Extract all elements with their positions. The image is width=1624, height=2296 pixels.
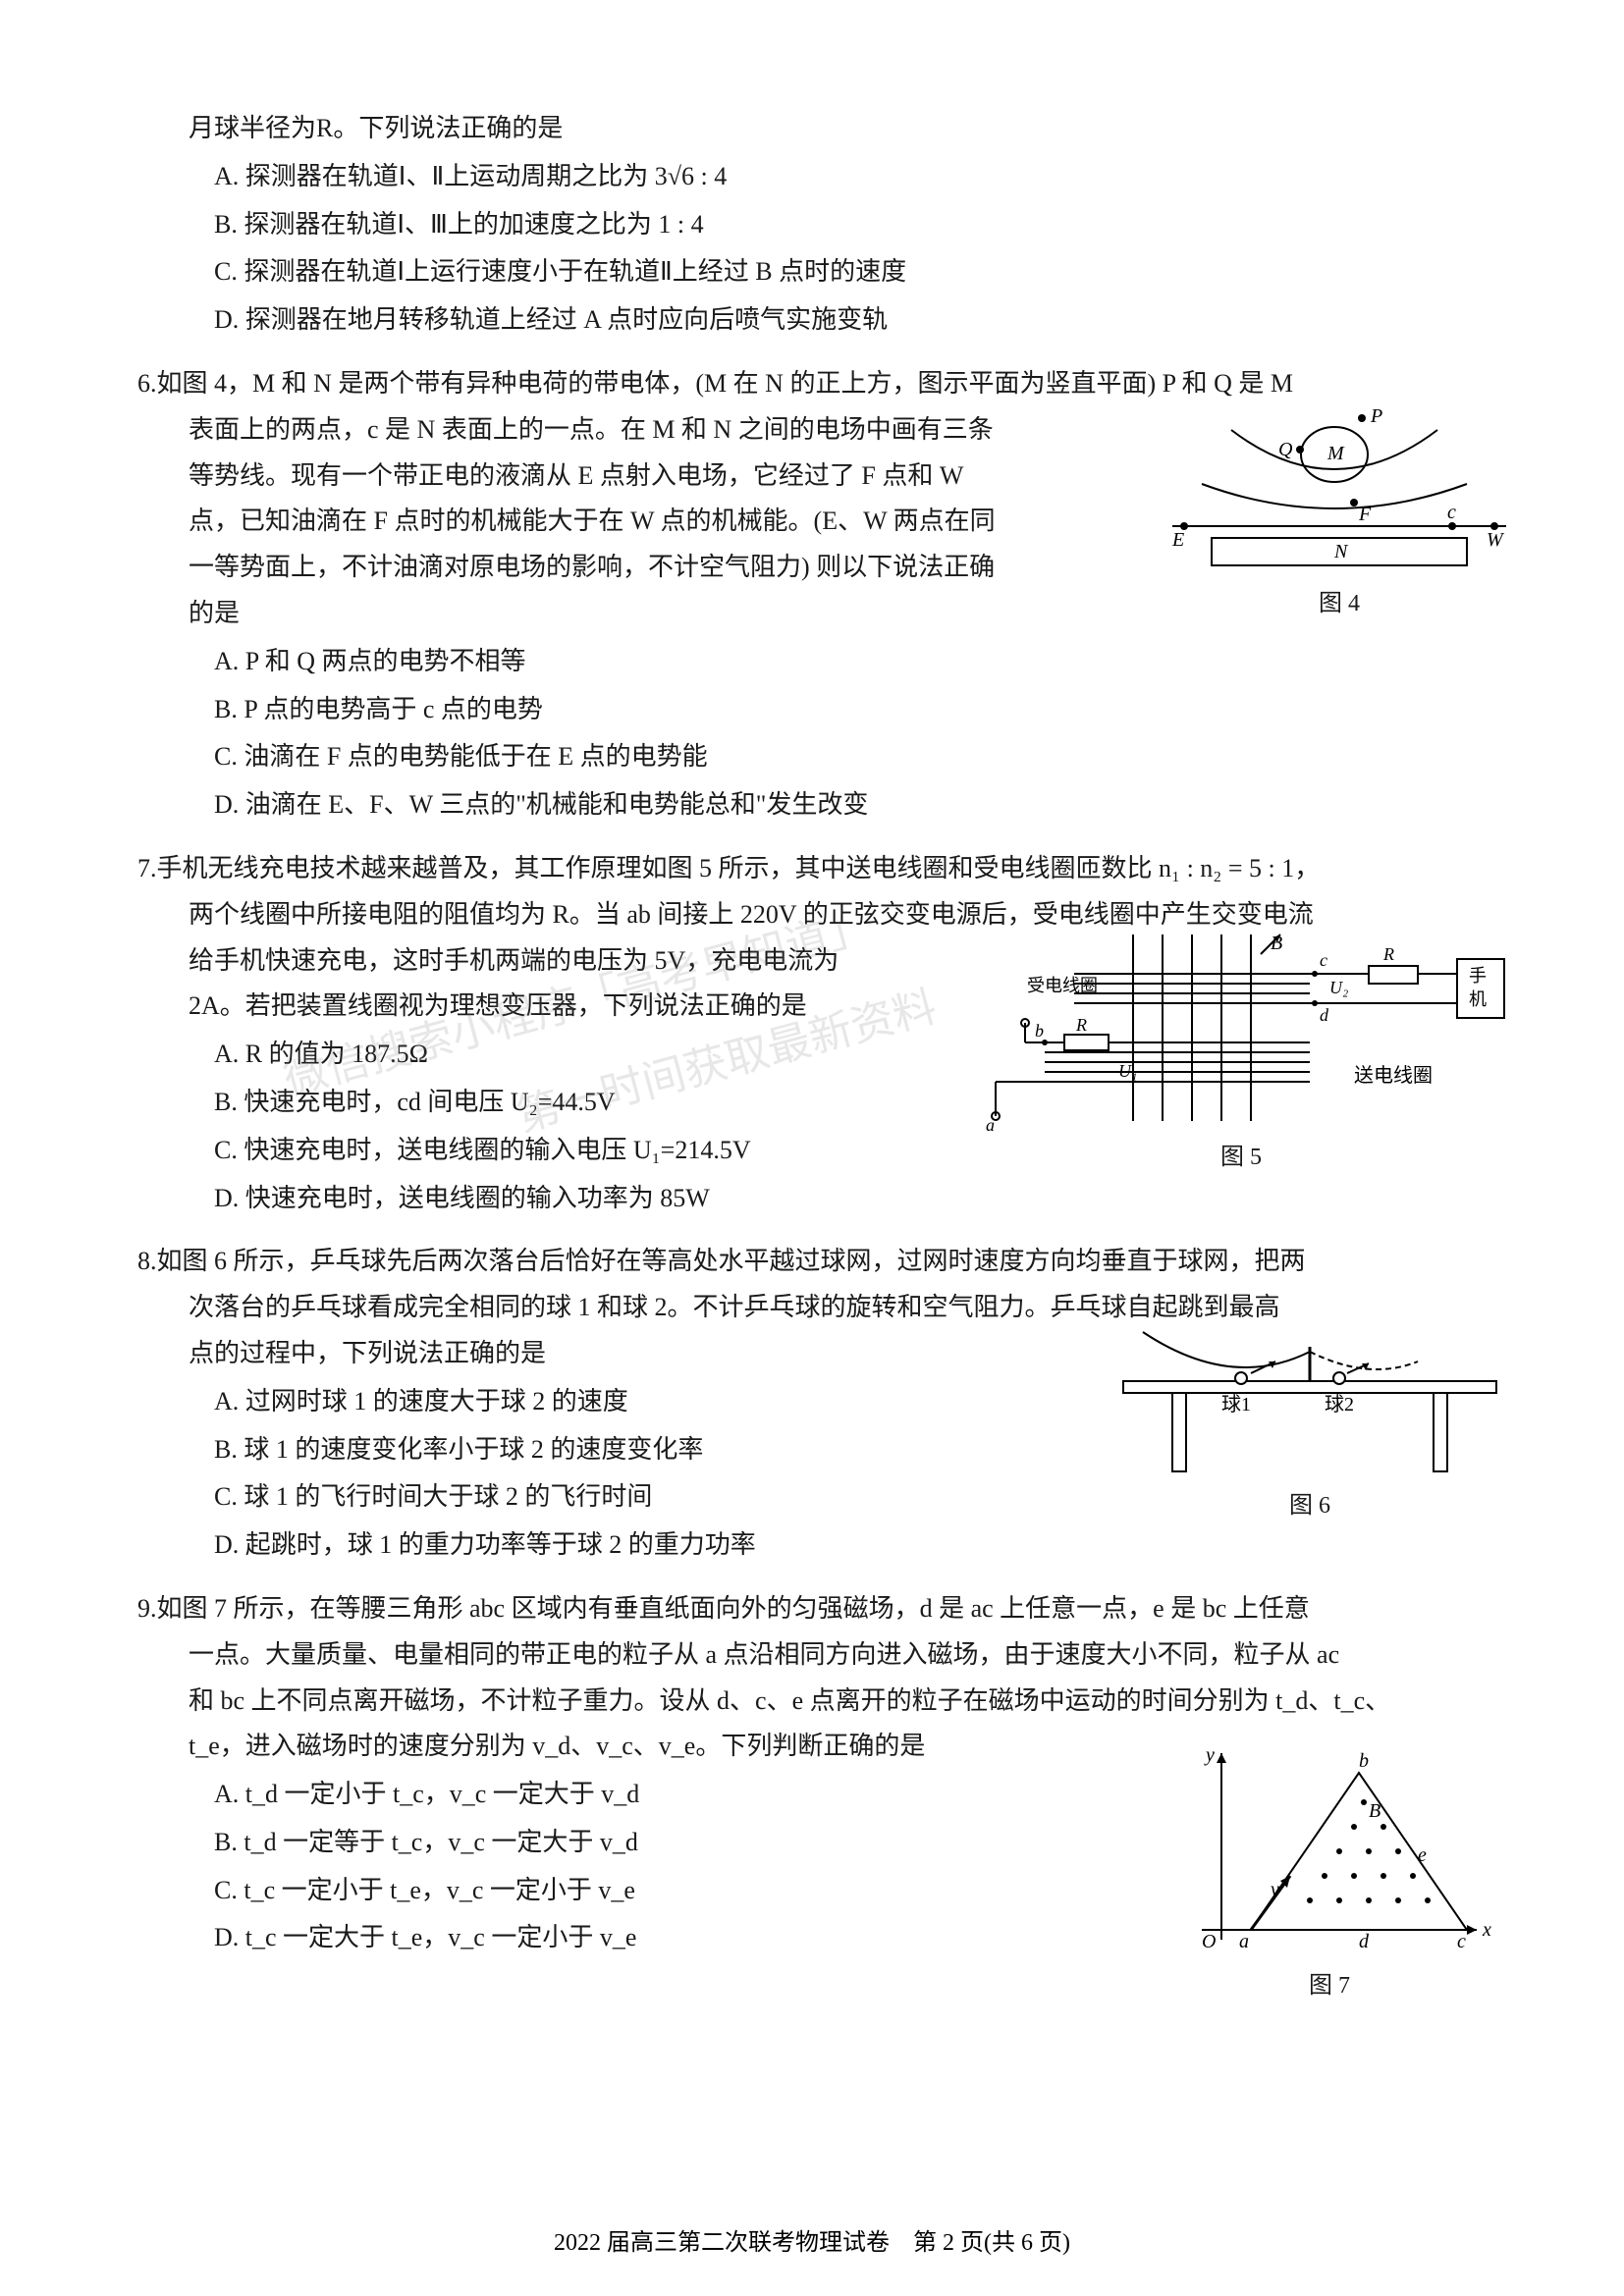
q9-opt-d: D. t_c 一定大于 t_e，v_c 一定小于 v_e <box>214 1915 1100 1961</box>
q7-opt-c: C. 快速充电时，送电线圈的输入电压 U₁=214.5V <box>214 1128 884 1174</box>
q8-line3: 点的过程中，下列说法正确的是 <box>137 1331 1100 1377</box>
svg-text:球1: 球1 <box>1221 1393 1251 1415</box>
svg-text:U₂: U₂ <box>1329 978 1348 997</box>
q6-line5: 一等势面上，不计油滴对原电场的影响，不计空气阻力) 则以下说法正确 <box>137 545 1100 591</box>
q7-line3: 给手机快速充电，这时手机两端的电压为 5V，充电电流为 <box>137 938 884 985</box>
svg-text:球2: 球2 <box>1325 1393 1354 1415</box>
svg-text:y: y <box>1204 1744 1215 1766</box>
q6-line2: 表面上的两点，c 是 N 表面上的一点。在 M 和 N 之间的电场中画有三条 <box>137 407 1100 454</box>
q9-line1: 9.如图 7 所示，在等腰三角形 abc 区域内有垂直纸面向外的匀强磁场，d 是… <box>137 1586 1496 1632</box>
fig7-label: 图 7 <box>1163 1965 1496 2007</box>
svg-text:a: a <box>1239 1931 1249 1952</box>
svg-text:手: 手 <box>1469 966 1487 986</box>
svg-text:Q: Q <box>1278 439 1293 460</box>
svg-text:W: W <box>1487 529 1505 551</box>
svg-text:P: P <box>1370 405 1382 427</box>
svg-text:送电线圈: 送电线圈 <box>1354 1064 1433 1087</box>
svg-text:M: M <box>1326 443 1345 464</box>
figure-4: P Q M F E c W N 图 4 <box>1163 400 1516 625</box>
page-content: 月球半径为R。下列说法正确的是 A. 探测器在轨道Ⅰ、Ⅱ上运动周期之比为 3√6… <box>137 106 1496 1961</box>
fig4-label: 图 4 <box>1163 583 1516 625</box>
q8-line1: 8.如图 6 所示，乒乓球先后两次落台后恰好在等高处水平越过球网，过网时速度方向… <box>137 1239 1496 1285</box>
q8-opt-a: A. 过网时球 1 的速度大于球 2 的速度 <box>214 1379 1100 1425</box>
q9-opt-c: C. t_c 一定小于 t_e，v_c 一定小于 v_e <box>214 1868 1100 1914</box>
page-footer: 2022 届高三第二次联考物理试卷 第 2 页(共 6 页) <box>0 2222 1624 2257</box>
q7-opt-d: D. 快速充电时，送电线圈的输入功率为 85W <box>214 1176 884 1222</box>
fig6-label: 图 6 <box>1113 1485 1506 1527</box>
svg-text:e: e <box>1418 1844 1427 1866</box>
q5-opt-d: D. 探测器在地月转移轨道上经过 A 点时应向后喷气实施变轨 <box>214 297 1496 344</box>
q9-opt-b: B. t_d 一定等于 t_c，v_c 一定大于 v_d <box>214 1820 1100 1866</box>
q6-opt-d: D. 油滴在 E、F、W 三点的"机械能和电势能总和"发生改变 <box>214 782 1496 828</box>
svg-text:d: d <box>1359 1931 1370 1952</box>
q7-line4: 2A。若把装置线圈视为理想变压器，下列说法正确的是 <box>137 984 884 1030</box>
q9-line2: 一点。大量质量、电量相同的带正电的粒子从 a 点沿相同方向进入磁场，由于速度大小… <box>137 1632 1496 1679</box>
svg-text:b: b <box>1035 1021 1044 1041</box>
q6-line6: 的是 <box>137 591 1100 637</box>
q6-line3: 等势线。现有一个带正电的液滴从 E 点射入电场，它经过了 F 点和 W <box>137 454 1100 500</box>
q9-line4: t_e，进入磁场时的速度分别为 v_d、v_c、v_e。下列判断正确的是 <box>137 1724 1100 1770</box>
question-9: 9.如图 7 所示，在等腰三角形 abc 区域内有垂直纸面向外的匀强磁场，d 是… <box>137 1586 1496 1961</box>
svg-text:机: 机 <box>1469 989 1487 1009</box>
q6-opt-b: B. P 点的电势高于 c 点的电势 <box>214 687 1496 733</box>
q5-stem: 月球半径为R。下列说法正确的是 <box>137 106 1496 152</box>
svg-text:b: b <box>1359 1750 1369 1772</box>
svg-text:E: E <box>1171 529 1184 551</box>
q9-opt-a: A. t_d 一定小于 t_c，v_c 一定大于 v_d <box>214 1772 1100 1818</box>
q5-opt-c: C. 探测器在轨道Ⅰ上运行速度小于在轨道Ⅱ上经过 B 点时的速度 <box>214 249 1496 295</box>
figure-7: x y O a b c d e B <box>1163 1743 1496 2007</box>
q6-line4: 点，已知油滴在 F 点时的机械能大于在 W 点的机械能。(E、W 两点在同 <box>137 499 1100 545</box>
q5-opt-b: B. 探测器在轨道Ⅰ、Ⅲ上的加速度之比为 1 : 4 <box>214 202 1496 248</box>
q7-opt-b: B. 快速充电时，cd 间电压 U₂=44.5V <box>214 1080 884 1126</box>
svg-text:U₁: U₁ <box>1118 1061 1137 1081</box>
svg-text:c: c <box>1320 950 1327 970</box>
fig5-label: 图 5 <box>966 1137 1516 1179</box>
svg-text:R: R <box>1075 1015 1087 1035</box>
svg-text:c: c <box>1457 1931 1466 1952</box>
question-8: 8.如图 6 所示，乒乓球先后两次落台后恰好在等高处水平越过球网，过网时速度方向… <box>137 1239 1496 1569</box>
svg-text:F: F <box>1358 504 1372 525</box>
question-5-cont: 月球半径为R。下列说法正确的是 A. 探测器在轨道Ⅰ、Ⅱ上运动周期之比为 3√6… <box>137 106 1496 344</box>
svg-text:B: B <box>1369 1800 1380 1822</box>
q6-opt-c: C. 油滴在 F 点的电势能低于在 E 点的电势能 <box>214 734 1496 780</box>
q8-opt-d: D. 起跳时，球 1 的重力功率等于球 2 的重力功率 <box>214 1522 1100 1569</box>
svg-text:d: d <box>1320 1005 1329 1025</box>
figure-5: B c R d U₂ 手 机 b <box>966 925 1516 1179</box>
q8-opt-c: C. 球 1 的飞行时间大于球 2 的飞行时间 <box>214 1474 1100 1521</box>
question-7: 7.手机无线充电技术越来越普及，其工作原理如图 5 所示，其中送电线圈和受电线圈… <box>137 846 1496 1221</box>
svg-text:a: a <box>986 1115 995 1131</box>
svg-text:c: c <box>1447 502 1456 523</box>
q7-line1: 7.手机无线充电技术越来越普及，其工作原理如图 5 所示，其中送电线圈和受电线圈… <box>137 846 1496 892</box>
question-6: 6.如图 4，M 和 N 是两个带有异种电荷的带电体，(M 在 N 的正上方，图… <box>137 361 1496 828</box>
svg-text:受电线圈: 受电线圈 <box>1027 976 1098 995</box>
svg-text:x: x <box>1482 1919 1491 1941</box>
q5-opt-a: A. 探测器在轨道Ⅰ、Ⅱ上运动周期之比为 3√6 : 4 <box>214 154 1496 200</box>
figure-6: 球1 球2 图 6 <box>1113 1322 1506 1527</box>
q7-opt-a: A. R 的值为 187.5Ω <box>214 1032 884 1078</box>
q6-opt-a: A. P 和 Q 两点的电势不相等 <box>214 639 1496 685</box>
svg-text:N: N <box>1333 541 1349 562</box>
q9-line3: 和 bc 上不同点离开磁场，不计粒子重力。设从 d、c、e 点离开的粒子在磁场中… <box>137 1679 1496 1725</box>
svg-text:R: R <box>1382 944 1394 964</box>
q8-opt-b: B. 球 1 的速度变化率小于球 2 的速度变化率 <box>214 1427 1100 1473</box>
svg-text:v: v <box>1271 1879 1279 1900</box>
svg-text:O: O <box>1202 1931 1216 1952</box>
